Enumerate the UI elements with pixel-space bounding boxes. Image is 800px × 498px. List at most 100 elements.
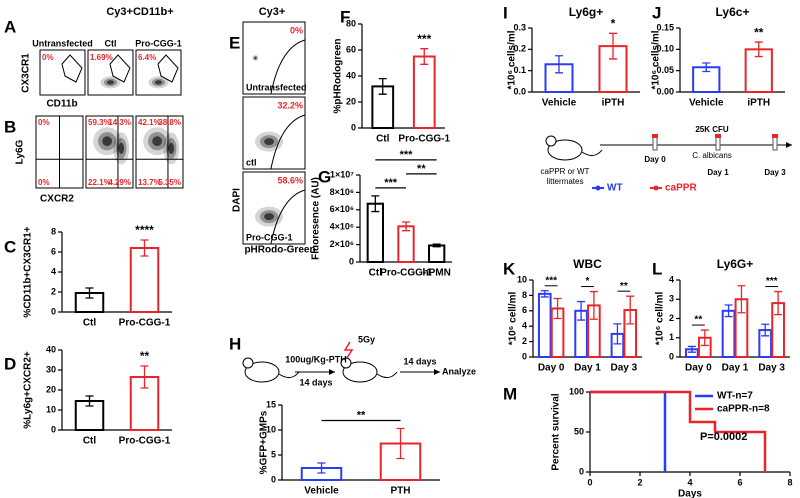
y-tick-label: 100 — [569, 386, 584, 396]
y-tick-label: 0 — [579, 466, 584, 476]
plot-label: Pro-CGG-1 — [246, 232, 293, 242]
schematic-text: 5Gy — [358, 334, 375, 344]
error-bar — [85, 395, 94, 407]
x-tick-label: Day 3 — [758, 363, 785, 374]
quadrant-percent: 4.29% — [108, 178, 131, 187]
schematic-text: 14 days — [299, 377, 332, 387]
schematic-text: Day 0 — [644, 155, 666, 164]
plot-frame — [242, 96, 306, 170]
y-tick-label: 2 — [51, 286, 56, 296]
chart-title: Ly6c+ — [716, 5, 750, 19]
x-axis-label: Days — [678, 489, 702, 498]
y-tick-label: 8 — [51, 226, 56, 236]
y-tick-label: 15 — [266, 399, 276, 409]
significance-label: * — [611, 17, 616, 31]
gate — [270, 189, 306, 245]
y-tick-label: 6 — [51, 246, 56, 256]
axis-label: pHRodo-Green — [244, 245, 315, 256]
x-tick-label: 4 — [687, 477, 692, 487]
x-tick-label: Ctl — [83, 318, 97, 329]
legend-label: WT — [607, 183, 623, 194]
mouse-icon — [547, 139, 583, 161]
y-axis-label: %GFP+GMPs — [259, 410, 270, 474]
y-tick-label: 10 — [46, 404, 56, 414]
y-tick-label: 0 — [349, 256, 354, 266]
error-bar — [702, 62, 711, 73]
y-tick-label: 10 — [266, 424, 276, 434]
bar — [129, 376, 160, 431]
axis-label: CD11b — [46, 99, 77, 110]
significance-label: ** — [417, 163, 426, 175]
error-bar — [371, 195, 380, 213]
chart-title: Ly6g+ — [569, 5, 604, 19]
x-tick-label: Day 0 — [538, 363, 565, 374]
y-tick-label: 30 — [46, 364, 56, 374]
x-tick-label: 2 — [637, 477, 642, 487]
panel-letter: J — [652, 3, 661, 22]
x-tick-label: Ctl — [83, 436, 97, 447]
significance-label: * — [586, 276, 590, 287]
error-bar — [402, 221, 410, 232]
gate-percent: 0% — [42, 53, 54, 62]
density-blob — [155, 80, 162, 85]
panel-letter: F — [340, 7, 350, 26]
schematic-text: Analyze — [442, 366, 476, 376]
plot-frame — [135, 115, 184, 189]
legend-label: caPPR-n=8 — [717, 404, 770, 415]
survival-line — [590, 390, 767, 472]
y-axis-label: Percent survival — [551, 393, 562, 470]
y-axis-label: *10⁶ cells/ml — [507, 30, 518, 89]
mouse-icon — [545, 135, 557, 147]
error-bar — [774, 290, 783, 316]
error-bar — [687, 345, 696, 353]
error-bar — [577, 300, 586, 321]
x-tick-label: Ctl — [376, 134, 390, 145]
y-tick-label: 1×10⁷ — [330, 169, 354, 179]
tube-cap — [772, 134, 778, 138]
bar — [537, 292, 552, 358]
x-tick-label: Vehicle — [542, 98, 577, 109]
y-tick-label: 4 — [522, 321, 527, 331]
x-tick-label: iPTH — [602, 98, 625, 109]
panel-letter: M — [503, 384, 517, 403]
significance-label: ** — [357, 409, 366, 421]
quadrant-percent: 38.8% — [158, 118, 181, 127]
quadrant-percent: 0% — [38, 118, 50, 127]
bar — [428, 244, 446, 264]
significance-label: *** — [384, 177, 398, 189]
y-tick-label: 0.05 — [656, 65, 674, 75]
y-tick-label: 60 — [346, 44, 356, 54]
significance-label: ** — [694, 315, 702, 326]
y-tick-label: 0 — [522, 351, 527, 361]
y-tick-label: 8×10⁶ — [330, 187, 354, 197]
schematic-text: 100ug/Kg-PTH — [285, 354, 347, 364]
plot-label: Pro-CGG-1 — [135, 38, 182, 48]
error-bar — [378, 77, 387, 95]
x-tick-label: 8 — [787, 477, 792, 487]
tube-icon — [772, 135, 778, 151]
x-tick-label: Day 3 — [610, 363, 637, 374]
y-tick-label: 0 — [271, 474, 276, 484]
axis-label: CXCR2 — [40, 194, 74, 205]
x-tick-label: 6 — [737, 477, 742, 487]
density-blob — [264, 138, 274, 146]
y-tick-label: 8 — [522, 290, 527, 300]
error-bar — [613, 323, 622, 345]
y-tick-label: 4 — [51, 266, 56, 276]
y-tick-label: 10 — [517, 274, 527, 284]
mouse-icon — [340, 357, 352, 369]
significance-label: ** — [140, 349, 150, 363]
schematic-text: 25K CFU — [695, 125, 729, 134]
panel-letter: H — [229, 334, 241, 353]
plot-frame — [135, 49, 182, 96]
quadrant-percent: 59.3% — [88, 118, 111, 127]
chart-title: WBC — [573, 257, 602, 271]
quadrant-percent: 0% — [38, 178, 50, 187]
error-bar — [589, 290, 598, 320]
panel-letter: E — [229, 33, 240, 52]
chart-title: Ly6G+ — [717, 257, 754, 271]
y-tick-label: 4 — [669, 274, 674, 284]
error-bar — [420, 48, 429, 65]
significance-label: *** — [545, 275, 557, 286]
y-tick-label: 0.0 — [513, 86, 526, 96]
